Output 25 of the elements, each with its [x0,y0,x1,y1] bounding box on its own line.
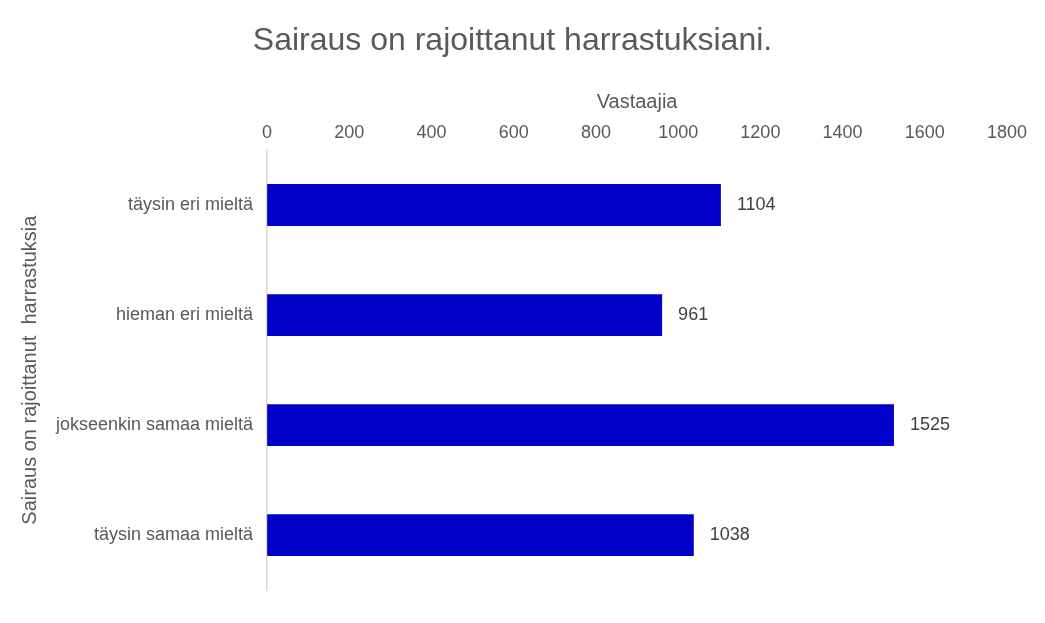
x-tick-label: 1800 [986,122,1028,143]
bar [267,294,663,336]
y-tick-label: täysin samaa mieltä [94,524,255,545]
bar [267,184,721,226]
x-tick-label: 400 [416,122,447,143]
x-tick-label: 1200 [740,122,781,143]
data-label: 961 [678,304,709,325]
bar [267,514,694,557]
x-tick-label: 600 [498,122,529,143]
x-tick-label: 0 [262,122,273,143]
y-tick-label: jokseenkin samaa mieltä [54,414,255,435]
x-tick-label: 800 [580,122,611,143]
data-label: 1104 [736,193,776,214]
x-tick-label: 1000 [658,122,699,143]
y-tick-label: täysin eri mieltä [128,193,255,214]
x-tick-label: 1600 [904,122,945,143]
y-tick-label: hieman eri mieltä [116,304,255,325]
data-label: 1525 [909,414,951,435]
y-axis-title: Sairaus on rajoittanut harrastuksia [17,214,40,525]
x-tick-label: 1400 [822,122,863,143]
x-axis-title: Vastaajia [596,89,679,112]
data-label: 1038 [709,524,750,545]
chart-title: Sairaus on rajoittanut harrastuksiani. [252,21,773,58]
x-tick-label: 200 [334,122,365,143]
bar [267,404,894,447]
